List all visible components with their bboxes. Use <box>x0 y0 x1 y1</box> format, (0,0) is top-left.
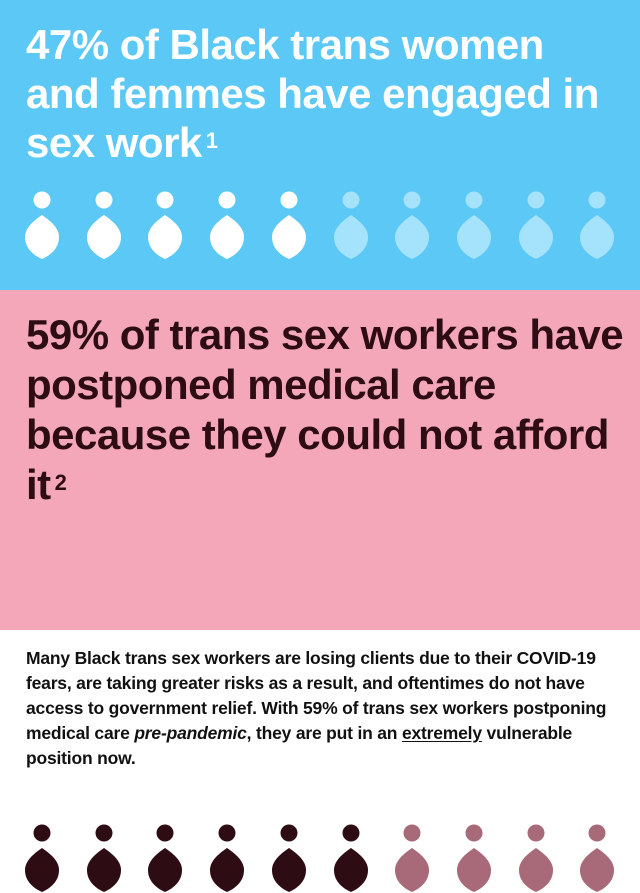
person-pin-icon <box>518 190 554 260</box>
person-pin-icon <box>24 823 60 893</box>
person-pin-icon <box>86 190 122 260</box>
person-pin-icon <box>271 190 307 260</box>
person-pin-icon <box>86 823 122 893</box>
explanation-underline: extremely <box>401 723 482 743</box>
explanation-part2: , they are put in an <box>246 723 402 743</box>
stat-text: 59% of trans sex workers have postponed … <box>26 311 624 508</box>
stat-panel-medical-care: 59% of trans sex workers have postponed … <box>0 290 640 892</box>
person-icon-row-sex-work <box>0 190 640 260</box>
person-pin-icon <box>209 190 245 260</box>
stat-heading-sex-work: 47% of Black trans women and femmes have… <box>26 20 626 167</box>
person-pin-icon <box>24 190 60 260</box>
person-pin-icon <box>518 823 554 893</box>
stat-text: 47% of Black trans women and femmes have… <box>26 21 599 166</box>
stat-panel-black-trans-women: 47% of Black trans women and femmes have… <box>0 0 640 290</box>
explanation-part3: vulnerable position now. <box>26 723 573 768</box>
person-pin-icon <box>333 823 369 893</box>
explanation-part1: Many Black trans sex workers are losing … <box>26 648 607 743</box>
explanation-text: Many Black trans sex workers are losing … <box>26 646 626 771</box>
person-pin-icon <box>579 190 615 260</box>
person-pin-icon <box>394 823 430 893</box>
person-pin-icon <box>456 190 492 260</box>
footnote-marker: 1 <box>205 128 218 153</box>
footnote-marker: 2 <box>54 470 67 495</box>
stat-heading-medical-care: 59% of trans sex workers have postponed … <box>26 310 626 510</box>
explanation-emphasis: pre-pandemic <box>134 723 247 743</box>
person-pin-icon <box>147 823 183 893</box>
person-pin-icon <box>333 190 369 260</box>
person-pin-icon <box>579 823 615 893</box>
person-pin-icon <box>456 823 492 893</box>
explanation-panel: Many Black trans sex workers are losing … <box>0 630 640 800</box>
person-pin-icon <box>271 823 307 893</box>
person-pin-icon <box>394 190 430 260</box>
person-icon-row-medical-care <box>0 823 640 893</box>
person-pin-icon <box>209 823 245 893</box>
person-pin-icon <box>147 190 183 260</box>
